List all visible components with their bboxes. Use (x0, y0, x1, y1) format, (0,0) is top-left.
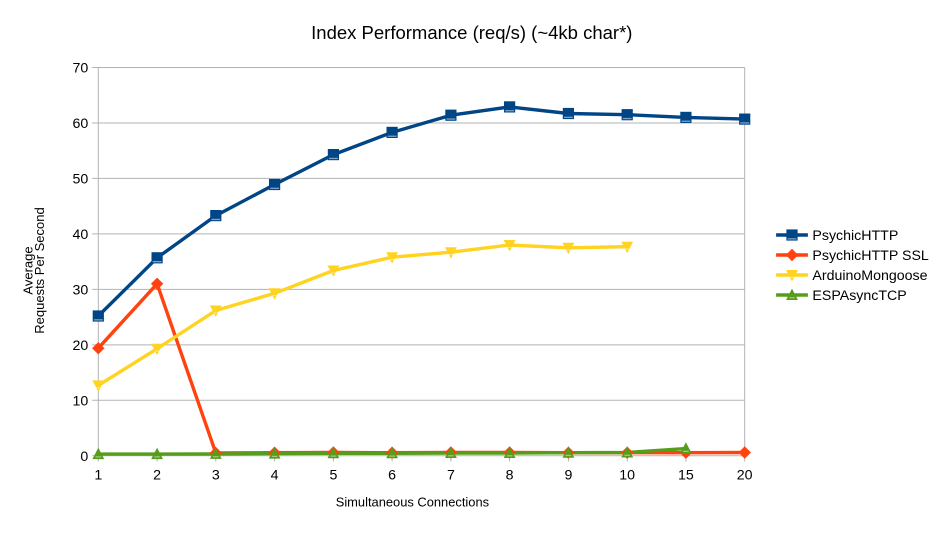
svg-text:70: 70 (73, 61, 89, 77)
svg-text:4: 4 (271, 467, 279, 483)
svg-text:60: 60 (73, 116, 89, 132)
svg-text:2: 2 (153, 467, 161, 483)
svg-text:Simultaneous Connections: Simultaneous Connections (336, 495, 489, 510)
svg-text:0: 0 (80, 449, 88, 465)
svg-text:6: 6 (388, 467, 396, 483)
svg-text:5: 5 (329, 467, 337, 483)
svg-text:PsychicHTTP SSL: PsychicHTTP SSL (812, 248, 929, 264)
svg-text:1: 1 (94, 467, 102, 483)
svg-text:30: 30 (73, 282, 89, 298)
svg-text:ArduinoMongoose: ArduinoMongoose (812, 268, 927, 284)
svg-text:50: 50 (73, 171, 89, 187)
svg-text:20: 20 (737, 467, 753, 483)
svg-text:20: 20 (73, 338, 89, 354)
svg-text:15: 15 (678, 467, 694, 483)
svg-text:10: 10 (619, 467, 635, 483)
svg-text:10: 10 (73, 393, 89, 409)
svg-text:3: 3 (212, 467, 220, 483)
svg-text:Requests Per Second: Requests Per Second (32, 207, 47, 333)
svg-text:PsychicHTTP: PsychicHTTP (812, 228, 898, 244)
svg-text:8: 8 (506, 467, 514, 483)
svg-text:7: 7 (447, 467, 455, 483)
svg-text:ESPAsyncTCP: ESPAsyncTCP (812, 288, 906, 304)
svg-text:Average: Average (21, 246, 36, 294)
svg-text:Index Performance (req/s) (~4k: Index Performance (req/s) (~4kb char*) (311, 22, 632, 43)
svg-text:40: 40 (73, 227, 89, 243)
svg-text:9: 9 (564, 467, 572, 483)
